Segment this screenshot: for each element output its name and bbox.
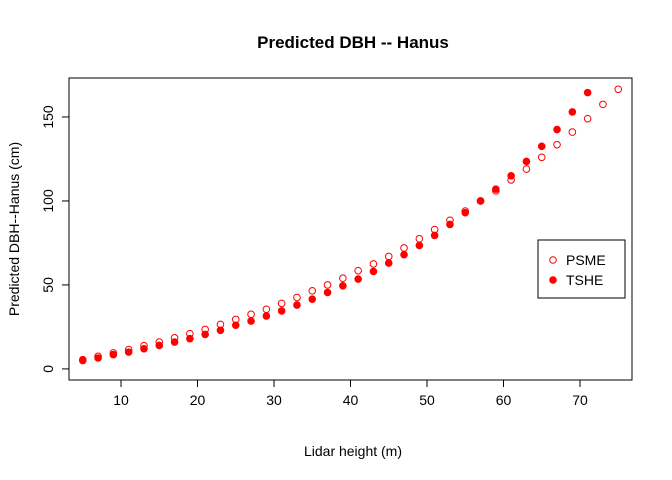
x-tick-label: 40	[343, 392, 359, 408]
point-tshe	[247, 317, 255, 325]
point-psme	[415, 234, 424, 243]
point-tshe	[446, 220, 454, 229]
point-psme	[522, 165, 531, 173]
x-axis-label: Lidar height (m)	[304, 443, 402, 459]
x-tick-label: 70	[572, 392, 588, 408]
data-points	[78, 85, 623, 365]
point-tshe	[124, 348, 133, 356]
point-tshe	[201, 330, 209, 339]
point-tshe	[537, 142, 546, 151]
point-tshe	[369, 267, 378, 276]
x-tick-label: 60	[496, 392, 512, 408]
point-psme	[354, 266, 362, 275]
point-tshe	[476, 197, 485, 205]
point-tshe	[308, 295, 317, 304]
point-tshe	[339, 281, 347, 290]
x-axis: 10 20 30 40 50 60 70	[113, 379, 588, 408]
point-tshe	[583, 88, 592, 97]
y-axis: 0 50 100 150	[40, 105, 70, 373]
plot-frame	[68, 77, 633, 381]
x-tick-label: 50	[419, 392, 435, 408]
point-psme	[293, 293, 301, 302]
point-tshe	[354, 275, 362, 283]
point-psme	[537, 153, 546, 162]
point-psme	[262, 305, 271, 314]
point-tshe	[262, 312, 271, 320]
point-psme	[599, 100, 607, 109]
point-psme	[247, 310, 255, 319]
point-tshe	[568, 108, 577, 116]
legend-box	[537, 239, 626, 299]
point-tshe	[109, 350, 118, 359]
y-tick-label: 150	[40, 105, 56, 129]
point-tshe	[507, 171, 515, 180]
x-tick-label: 20	[190, 392, 206, 408]
point-tshe	[231, 321, 240, 330]
point-tshe	[430, 231, 439, 240]
point-psme	[277, 299, 286, 308]
point-psme	[369, 260, 378, 268]
y-tick-label: 100	[40, 189, 56, 213]
legend-marker-psme	[549, 256, 557, 264]
point-tshe	[415, 241, 424, 250]
point-psme	[339, 274, 347, 283]
point-psme	[553, 140, 561, 149]
legend-label-tshe: TSHE	[566, 272, 603, 288]
y-axis-label: Predicted DBH--Hanus (cm)	[6, 142, 22, 316]
y-tick-label: 0	[40, 365, 56, 373]
point-tshe	[522, 157, 531, 166]
point-tshe	[384, 259, 393, 267]
x-tick-label: 10	[113, 392, 129, 408]
point-tshe	[78, 356, 87, 365]
point-tshe	[186, 334, 194, 343]
point-tshe	[553, 125, 561, 134]
point-psme	[614, 85, 623, 94]
chart-title: Predicted DBH -- Hanus	[257, 33, 449, 52]
point-psme	[323, 281, 332, 289]
point-tshe	[216, 326, 225, 335]
point-tshe	[293, 301, 301, 309]
point-tshe	[323, 288, 332, 297]
y-tick-label: 50	[40, 277, 56, 293]
point-tshe	[94, 354, 102, 362]
x-tick-label: 30	[266, 392, 282, 408]
point-psme	[308, 287, 317, 295]
point-psme	[568, 128, 577, 136]
point-tshe	[461, 208, 470, 217]
legend-label-psme: PSME	[566, 252, 606, 268]
point-psme	[384, 252, 393, 261]
point-tshe	[140, 344, 148, 353]
point-psme	[583, 114, 592, 123]
point-tshe	[277, 307, 286, 315]
point-tshe	[492, 185, 500, 193]
point-tshe	[400, 250, 408, 259]
point-tshe	[155, 341, 164, 350]
point-tshe	[170, 338, 179, 346]
legend-marker-tshe	[549, 276, 557, 284]
legend: PSME TSHE	[537, 239, 626, 299]
point-psme	[400, 244, 408, 252]
